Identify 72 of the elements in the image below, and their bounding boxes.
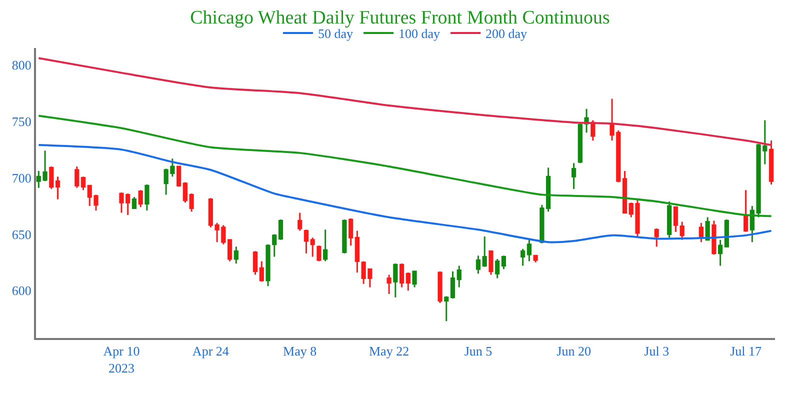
candlestick	[406, 272, 410, 292]
candlestick	[590, 119, 596, 142]
candlestick	[176, 166, 182, 188]
candlestick	[412, 270, 417, 288]
candlestick	[520, 248, 526, 267]
y-tick-label: 750	[12, 114, 32, 129]
y-tick-label: 700	[12, 170, 32, 186]
candlestick	[304, 228, 309, 254]
legend-label: 50 day	[318, 26, 354, 42]
candlestick	[227, 239, 232, 262]
x-tick-label: Jun 5	[464, 344, 492, 359]
candlestick	[705, 216, 710, 241]
candlestick	[488, 250, 494, 276]
line-series	[38, 144, 772, 244]
x-tick-label: Apr 10 2023	[103, 344, 140, 376]
candlestick	[654, 228, 659, 248]
candlestick	[399, 262, 404, 288]
candlestick	[74, 166, 80, 189]
candlestick	[444, 296, 449, 322]
candlestick	[622, 170, 628, 214]
candlestick	[144, 184, 150, 212]
candlestick	[456, 265, 462, 288]
candlestick	[354, 230, 360, 274]
candlestick	[768, 140, 774, 186]
candlestick	[667, 200, 672, 238]
candlestick	[501, 254, 506, 270]
candlestick	[138, 189, 143, 208]
candlestick	[724, 218, 729, 248]
line-series	[38, 114, 772, 218]
candlestick	[533, 254, 538, 264]
candlestick	[323, 228, 328, 262]
x-tick-label: May 22	[368, 344, 410, 359]
candlestick	[278, 218, 284, 241]
candlestick	[571, 162, 576, 190]
candlestick	[698, 222, 704, 243]
candlestick	[259, 260, 264, 282]
chart-title: Chicago Wheat Daily Futures Front Month Continuous	[190, 7, 610, 28]
line-series	[38, 57, 772, 146]
candlestick	[55, 176, 60, 200]
candlestick	[298, 212, 302, 232]
candlestick	[49, 166, 54, 190]
candlestick	[132, 196, 137, 209]
x-tick-label: May 8	[283, 344, 317, 359]
candlestick	[495, 258, 500, 279]
x-tick-label: Apr 24	[192, 344, 230, 359]
candlestick	[718, 239, 723, 267]
candlestick	[80, 176, 86, 191]
x-tick-label: Jul 17	[730, 344, 762, 359]
candlestick	[438, 270, 442, 304]
candlestick	[673, 206, 678, 233]
candlestick	[393, 262, 398, 298]
y-tick-label: 600	[12, 283, 32, 298]
candlestick	[234, 246, 238, 264]
legend-label: 200 day	[486, 26, 528, 42]
candlestick	[680, 221, 684, 241]
candlestick	[316, 244, 322, 262]
candlestick	[310, 236, 315, 258]
x-tick-label: Jun 20	[556, 344, 591, 359]
candlestick	[252, 250, 258, 276]
candlestick	[348, 218, 354, 246]
candlestick	[743, 189, 748, 233]
candlestick	[386, 274, 392, 295]
legend-label: 100 day	[398, 26, 441, 42]
candlestick	[450, 270, 456, 300]
y-tick-label: 650	[12, 226, 32, 242]
candlestick	[342, 218, 347, 254]
candlestick	[712, 220, 716, 256]
candlestick	[482, 236, 487, 268]
candlestick	[526, 239, 532, 262]
candlestick	[476, 254, 481, 274]
y-tick-label: 800	[12, 57, 32, 72]
x-tick-label: Jul 3	[644, 344, 670, 359]
